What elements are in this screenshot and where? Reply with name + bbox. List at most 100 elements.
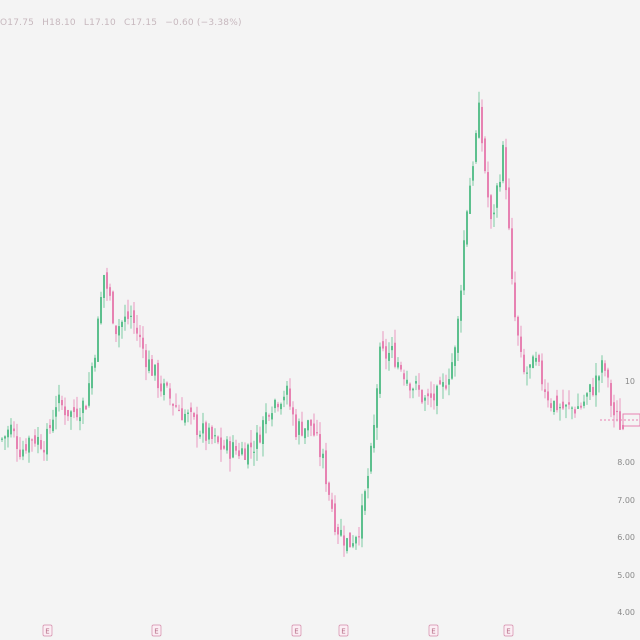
- candle-body[interactable]: [337, 526, 339, 535]
- candle-body[interactable]: [13, 428, 15, 432]
- candle-body[interactable]: [592, 386, 594, 396]
- candle-body[interactable]: [268, 415, 270, 417]
- candle-body[interactable]: [178, 409, 180, 412]
- candle-body[interactable]: [37, 436, 39, 445]
- candle-body[interactable]: [613, 402, 615, 416]
- candle-body[interactable]: [175, 405, 177, 407]
- candle-body[interactable]: [523, 354, 525, 373]
- candle-body[interactable]: [568, 402, 570, 405]
- candle-body[interactable]: [103, 274, 105, 298]
- candle-body[interactable]: [85, 405, 87, 410]
- candle-body[interactable]: [73, 407, 75, 412]
- candle-body[interactable]: [385, 346, 387, 359]
- candle-body[interactable]: [577, 406, 579, 409]
- candle-body[interactable]: [343, 535, 345, 546]
- candle-body[interactable]: [100, 297, 102, 324]
- candle-body[interactable]: [496, 185, 498, 208]
- candle-body[interactable]: [463, 240, 465, 291]
- candle-body[interactable]: [370, 445, 372, 472]
- candle-body[interactable]: [418, 385, 420, 390]
- candle-body[interactable]: [397, 362, 399, 368]
- candle-body[interactable]: [466, 211, 468, 245]
- candle-body[interactable]: [1, 438, 3, 440]
- candle-body[interactable]: [448, 379, 450, 385]
- candle-body[interactable]: [532, 356, 534, 369]
- candle-body[interactable]: [610, 383, 612, 406]
- candle-body[interactable]: [373, 424, 375, 449]
- candle-body[interactable]: [586, 393, 588, 397]
- candle-body[interactable]: [241, 448, 243, 455]
- candle-body[interactable]: [364, 491, 366, 511]
- candle-body[interactable]: [61, 399, 63, 406]
- candle-body[interactable]: [193, 413, 195, 417]
- candle-body[interactable]: [361, 505, 363, 539]
- candle-body[interactable]: [244, 448, 246, 460]
- candle-body[interactable]: [265, 412, 267, 425]
- candle-body[interactable]: [517, 316, 519, 336]
- candle-body[interactable]: [232, 442, 234, 458]
- earnings-marker[interactable]: E: [291, 624, 302, 637]
- candle-body[interactable]: [451, 362, 453, 379]
- candle-body[interactable]: [583, 401, 585, 406]
- candle-body[interactable]: [316, 432, 318, 434]
- candle-body[interactable]: [4, 436, 6, 439]
- candle-body[interactable]: [490, 195, 492, 220]
- candle-body[interactable]: [142, 337, 144, 349]
- candle-body[interactable]: [358, 536, 360, 538]
- candle-body[interactable]: [493, 212, 495, 215]
- candle-body[interactable]: [76, 408, 78, 418]
- candle-body[interactable]: [310, 419, 312, 426]
- candle-body[interactable]: [67, 410, 69, 417]
- candle-body[interactable]: [394, 342, 396, 367]
- candle-body[interactable]: [295, 414, 297, 438]
- earnings-marker[interactable]: E: [151, 624, 162, 637]
- candle-body[interactable]: [508, 187, 510, 229]
- candle-body[interactable]: [445, 385, 447, 389]
- candle-body[interactable]: [136, 327, 138, 334]
- candle-body[interactable]: [388, 352, 390, 361]
- earnings-marker[interactable]: E: [503, 624, 514, 637]
- candle-body[interactable]: [304, 428, 306, 439]
- candle-body[interactable]: [256, 432, 258, 449]
- candle-body[interactable]: [28, 437, 30, 453]
- candle-body[interactable]: [499, 181, 501, 188]
- candle-body[interactable]: [208, 427, 210, 440]
- candle-body[interactable]: [391, 345, 393, 351]
- candle-body[interactable]: [616, 410, 618, 413]
- candle-body[interactable]: [436, 385, 438, 406]
- candle-body[interactable]: [49, 425, 51, 429]
- candle-body[interactable]: [505, 147, 507, 191]
- candle-body[interactable]: [94, 357, 96, 368]
- candle-body[interactable]: [529, 364, 531, 368]
- candle-body[interactable]: [514, 282, 516, 318]
- candle-body[interactable]: [412, 388, 414, 391]
- candle-body[interactable]: [553, 400, 555, 412]
- candle-body[interactable]: [547, 391, 549, 401]
- candle-body[interactable]: [538, 355, 540, 362]
- candle-body[interactable]: [247, 444, 249, 465]
- candle-body[interactable]: [619, 411, 621, 430]
- earnings-marker[interactable]: E: [42, 624, 53, 637]
- candle-body[interactable]: [187, 412, 189, 415]
- candle-body[interactable]: [214, 435, 216, 437]
- candle-body[interactable]: [169, 388, 171, 399]
- candle-body[interactable]: [274, 399, 276, 409]
- candle-body[interactable]: [328, 482, 330, 495]
- candle-body[interactable]: [166, 382, 168, 386]
- candle-body[interactable]: [52, 419, 54, 432]
- candle-body[interactable]: [331, 499, 333, 509]
- candle-body[interactable]: [10, 424, 12, 435]
- candle-body[interactable]: [376, 388, 378, 428]
- candle-body[interactable]: [454, 347, 456, 366]
- candle-body[interactable]: [406, 379, 408, 384]
- candle-body[interactable]: [127, 311, 129, 319]
- candle-body[interactable]: [250, 442, 252, 448]
- candle-body[interactable]: [121, 321, 123, 327]
- candle-body[interactable]: [40, 440, 42, 449]
- candle-body[interactable]: [550, 403, 552, 408]
- candle-body[interactable]: [235, 446, 237, 451]
- candle-body[interactable]: [403, 373, 405, 380]
- candle-body[interactable]: [220, 437, 222, 450]
- candle-body[interactable]: [325, 450, 327, 485]
- candle-body[interactable]: [64, 406, 66, 416]
